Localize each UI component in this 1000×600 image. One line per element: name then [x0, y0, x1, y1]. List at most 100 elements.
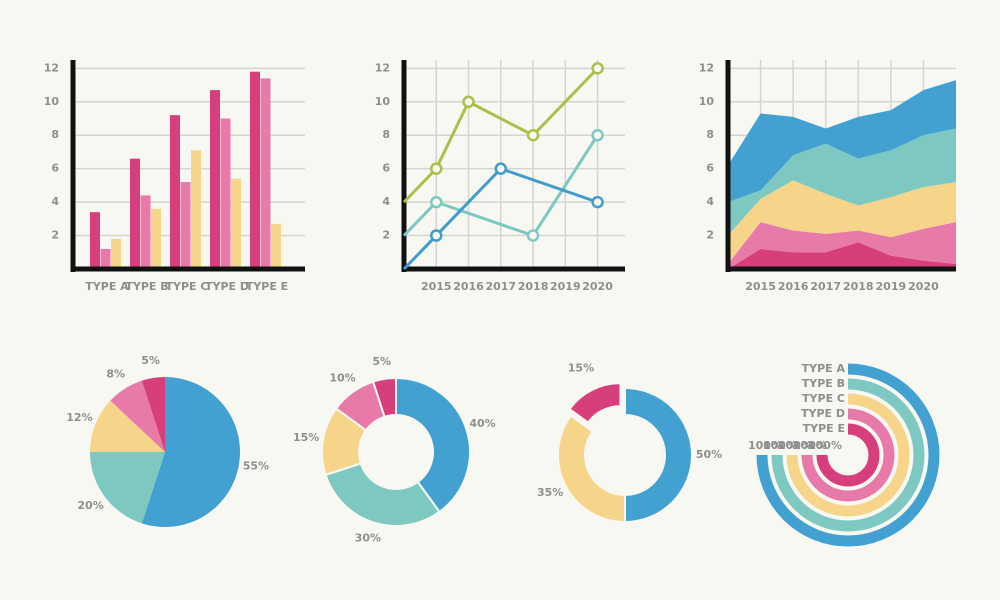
line [402, 166, 599, 271]
y-tick-label: 10 [375, 95, 391, 108]
x-tick-label: 2019 [550, 280, 581, 293]
value-label: 55% [243, 459, 269, 472]
y-tick-label: 2 [382, 229, 390, 242]
bar [151, 208, 161, 269]
y-tick-label: 2 [51, 229, 59, 242]
x-tick-label: 2017 [810, 280, 841, 293]
y-tick-label: 6 [706, 162, 714, 175]
slice [371, 376, 397, 419]
marker [430, 195, 443, 209]
bar [130, 158, 140, 269]
area [728, 80, 956, 203]
bar [271, 223, 281, 269]
ring [771, 378, 925, 532]
bar [250, 71, 260, 269]
slice [395, 376, 471, 514]
y-tick-label: 6 [51, 162, 59, 175]
ring [756, 363, 940, 547]
x-tick-label: TYPE C [166, 280, 209, 293]
marker [591, 128, 604, 142]
marker [526, 128, 540, 142]
slice [110, 380, 165, 452]
ring [801, 408, 895, 502]
y-tick-label: 6 [382, 162, 390, 175]
y-tick-label: 4 [706, 195, 714, 208]
ring [816, 423, 880, 487]
y-tick-label: 4 [382, 195, 390, 208]
ring-label: TYPE E [803, 422, 845, 435]
bar [170, 115, 180, 270]
bar [90, 212, 100, 269]
area [728, 242, 956, 269]
slice [141, 377, 241, 527]
bar [231, 178, 241, 269]
x-tick-label: 2018 [518, 280, 549, 293]
bar [140, 195, 151, 269]
slice [90, 452, 165, 524]
ring-label: TYPE C [802, 392, 845, 405]
y-tick-label: 8 [706, 128, 714, 141]
slice [90, 400, 165, 452]
x-tick-label: 2016 [778, 280, 809, 293]
bar [260, 78, 271, 269]
y-tick-label: 2 [706, 229, 714, 242]
x-tick-label: TYPE D [205, 280, 249, 293]
x-tick-label: 2015 [421, 280, 452, 293]
value-label: 10% [329, 371, 355, 384]
value-label: 40% [469, 417, 495, 430]
x-tick-label: TYPE A [85, 280, 129, 293]
marker [430, 162, 443, 175]
slice [141, 377, 165, 452]
ring-label: TYPE B [802, 377, 845, 390]
y-tick-label: 10 [699, 95, 715, 108]
marker [462, 95, 475, 109]
bar [191, 150, 201, 269]
x-tick-label: 2016 [453, 280, 484, 293]
value-label: 100% [748, 439, 782, 452]
ring-label: TYPE A [802, 362, 846, 375]
value-label: 5% [372, 355, 391, 368]
value-label: 20% [77, 499, 103, 512]
slice [557, 414, 626, 524]
x-tick-label: 2017 [485, 280, 516, 293]
slice [624, 386, 693, 524]
line [402, 134, 599, 238]
bar [100, 248, 111, 269]
y-tick-label: 4 [51, 195, 59, 208]
y-tick-label: 10 [44, 95, 60, 108]
value-label: 12% [66, 411, 92, 424]
area [728, 180, 956, 264]
ring [786, 393, 910, 517]
area [728, 222, 956, 269]
marker [430, 229, 443, 242]
value-label: 35% [537, 486, 563, 499]
ring-label: TYPE D [801, 407, 845, 420]
slice [324, 462, 441, 527]
y-tick-label: 8 [382, 128, 390, 141]
bar [180, 182, 191, 269]
y-tick-label: 12 [699, 61, 714, 74]
x-tick-label: 2015 [745, 280, 776, 293]
slice [568, 382, 622, 424]
marker [591, 62, 604, 75]
value-label: 50% [696, 448, 722, 461]
value-label: 100% [778, 439, 812, 452]
value-label: 8% [106, 367, 125, 380]
value-label: 15% [293, 431, 319, 444]
y-tick-label: 12 [44, 61, 59, 74]
bar [210, 90, 220, 269]
value-label: 5% [141, 354, 160, 367]
value-label: 100% [763, 439, 797, 452]
x-tick-label: 2019 [876, 280, 907, 293]
x-tick-label: 2020 [582, 280, 613, 293]
bar [220, 118, 231, 270]
value-label: 100% [808, 439, 842, 452]
x-tick-label: 2018 [843, 280, 874, 293]
marker [526, 229, 540, 242]
y-tick-label: 12 [375, 61, 390, 74]
value-label: 100% [793, 439, 827, 452]
value-label: 30% [355, 532, 381, 545]
value-label: 15% [568, 362, 594, 375]
